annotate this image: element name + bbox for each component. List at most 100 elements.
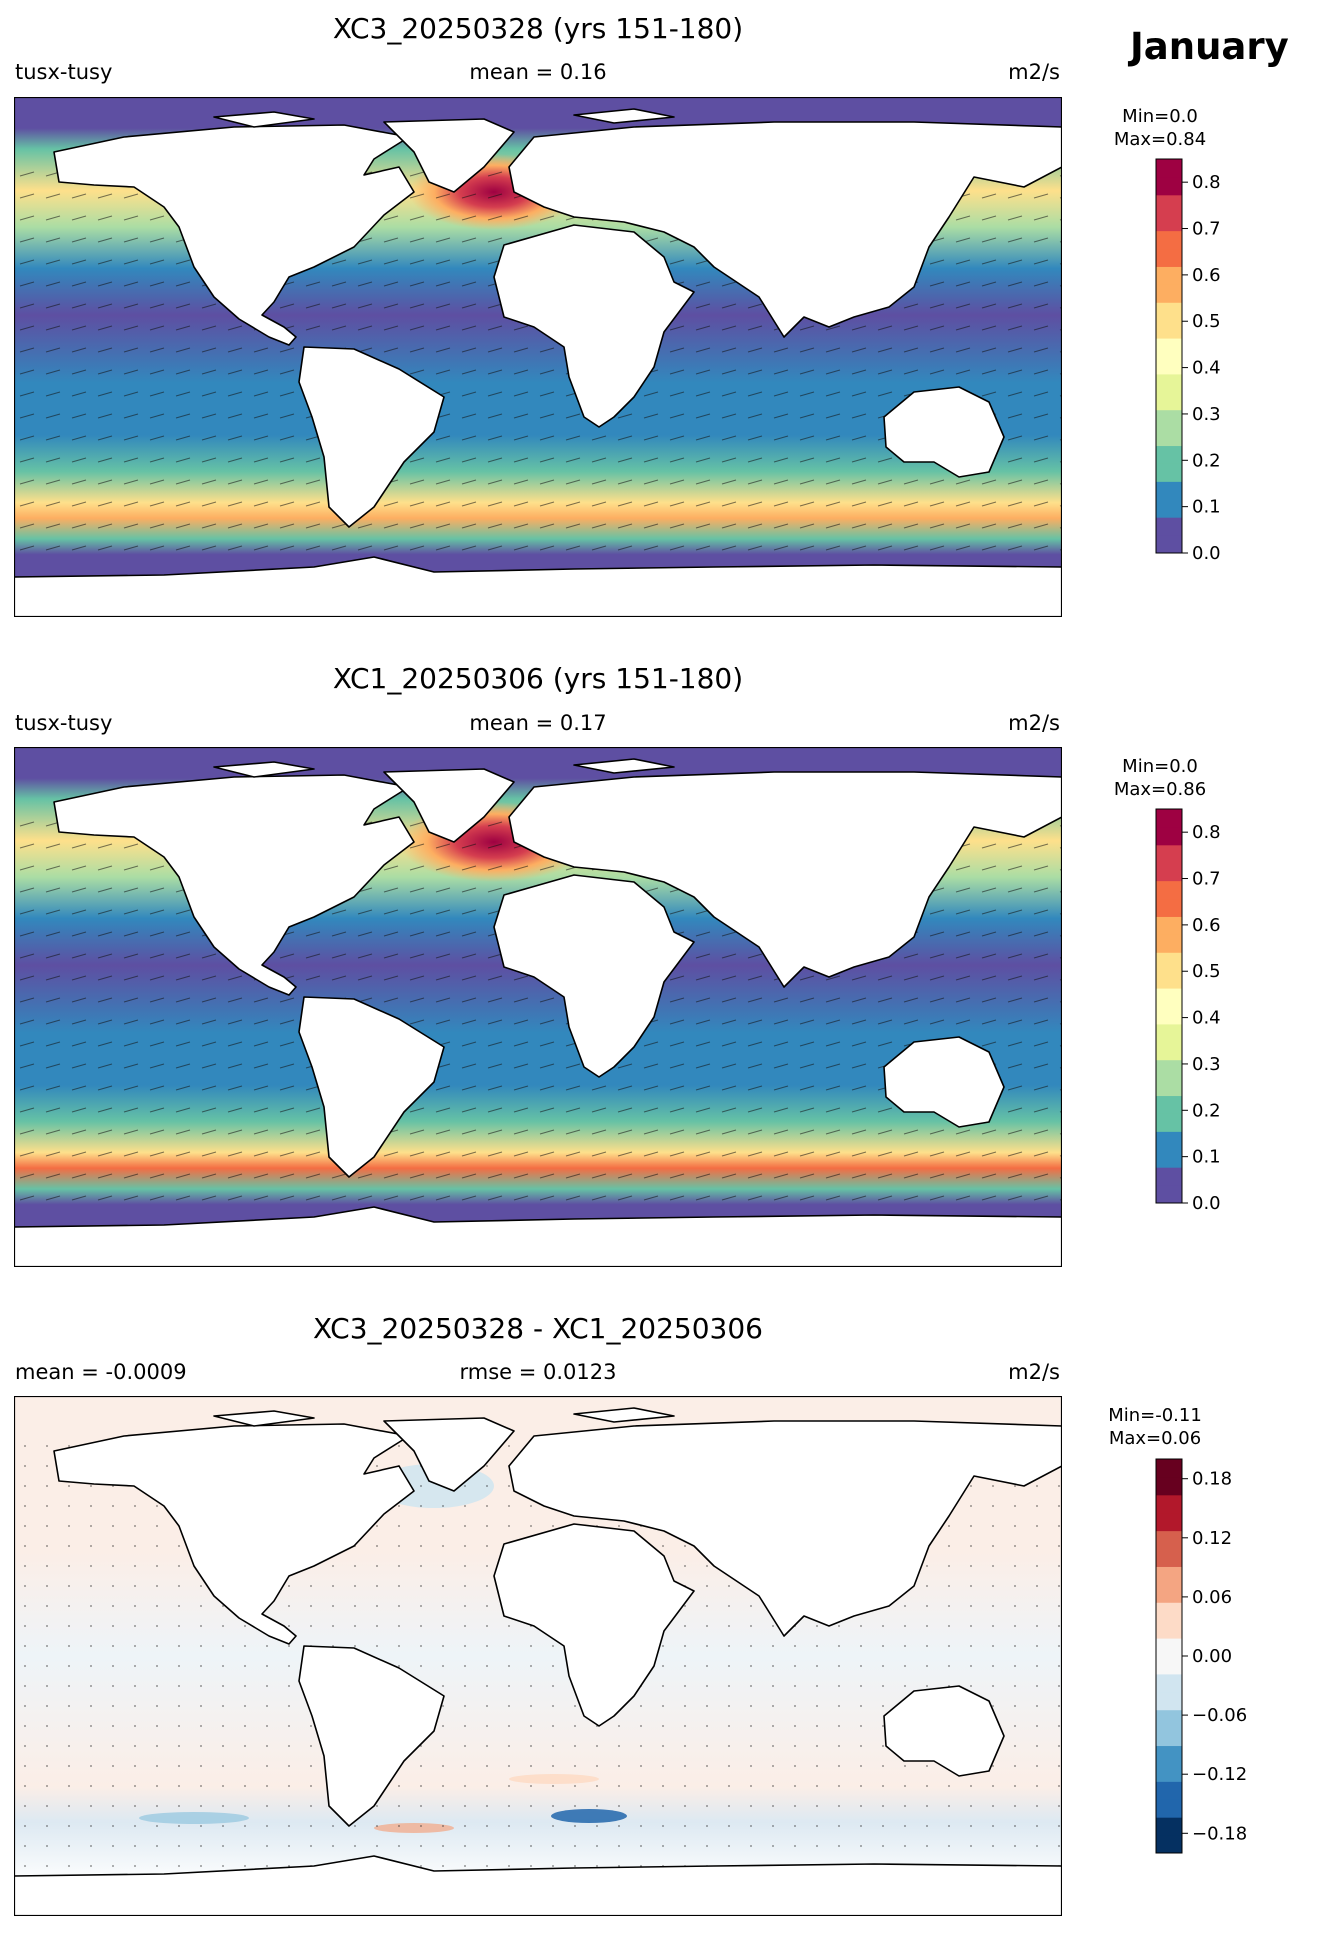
colorbar-level (1156, 535, 1182, 554)
rmse-label: rmse = 0.0123 (459, 1360, 617, 1384)
colorbar-tick-label: 0.5 (1192, 961, 1221, 982)
colorbar-level (1156, 1149, 1182, 1168)
colorbar-level (1156, 1476, 1182, 1496)
colorbar-tick-label: 0.6 (1192, 915, 1221, 936)
colorbar-level (1156, 1620, 1182, 1639)
colorbar-level (1156, 320, 1182, 339)
colorbar-level (1156, 517, 1182, 536)
north-america (53, 1423, 415, 1645)
colorbar-tick-label: 0.6 (1192, 265, 1221, 286)
colorbar-tick-label: −0.18 (1192, 1823, 1247, 1844)
australia (883, 1685, 1005, 1777)
africa (493, 224, 695, 428)
colorbar-level (1156, 1781, 1182, 1800)
colorbar-tick-label: 0.4 (1192, 358, 1221, 379)
mean-label: mean = 0.17 (469, 711, 607, 735)
colorbar-tick-label: 0.00 (1192, 1646, 1232, 1667)
mean-label: mean = -0.0009 (15, 1360, 187, 1384)
colorbar-level (1156, 1512, 1182, 1532)
colorbar-level (1156, 1584, 1182, 1603)
colorbar-level (1156, 1113, 1182, 1132)
colorbar-tick-label: −0.12 (1192, 1764, 1247, 1785)
colorbar-level (1156, 1095, 1182, 1114)
colorbar-level (1156, 159, 1182, 178)
continents (14, 758, 1062, 1267)
australia (883, 386, 1005, 478)
south-america (298, 996, 445, 1178)
colorbar-level (1156, 1745, 1182, 1764)
colorbar-level (1156, 1691, 1182, 1711)
min-label: Min=0.0 (1122, 106, 1198, 127)
max-label: Max=0.06 (1108, 1428, 1202, 1449)
max-label: Max=0.86 (1113, 779, 1207, 800)
units-label: m2/s (1008, 1360, 1060, 1384)
colorbar-level (1156, 1006, 1182, 1025)
colorbar-tick-label: 0.1 (1192, 1147, 1221, 1168)
colorbar-panel-3: −0.18 −0.12 −0.06 0.00 0.06 0.12 0.18 (1155, 1458, 1247, 1854)
variable-label: tusx-tusy (15, 711, 113, 735)
min-label: Min=-0.11 (1108, 1405, 1202, 1426)
map-panel-1 (14, 97, 1062, 617)
colorbar-level (1156, 826, 1182, 846)
colorbar-tick-label: 0.3 (1192, 1054, 1221, 1075)
colorbar-level (1156, 1638, 1182, 1657)
colorbar-level (1156, 1799, 1182, 1818)
eurasia (508, 1420, 1062, 1637)
colorbar-tick-label: 0.06 (1192, 1587, 1232, 1608)
continents (14, 1407, 1062, 1916)
colorbar-tick-label: 0.5 (1192, 311, 1221, 332)
colorbar-tick-label: 0.7 (1192, 869, 1221, 890)
colorbar-level (1156, 1602, 1182, 1621)
north-america (53, 774, 415, 996)
antarctica (14, 1206, 1062, 1267)
colorbar-level (1156, 194, 1182, 214)
colorbar-level (1156, 1709, 1182, 1729)
colorbar-level (1156, 373, 1182, 393)
colorbar-tick-label: 0.0 (1192, 1193, 1221, 1214)
south-america (298, 346, 445, 528)
south-america (298, 1645, 445, 1827)
colorbar-level (1156, 409, 1182, 429)
variable-label: tusx-tusy (15, 60, 113, 84)
colorbar-tick-label: −0.06 (1192, 1705, 1247, 1726)
colorbar-level (1156, 1727, 1182, 1747)
colorbar-tick-label: 0.8 (1192, 822, 1221, 843)
colorbar-level (1156, 844, 1182, 864)
colorbar-tick-label: 0.1 (1192, 497, 1221, 518)
colorbar-tick-label: 0.12 (1192, 1528, 1232, 1549)
colorbar-level (1156, 1548, 1182, 1567)
colorbar-level (1156, 248, 1182, 267)
colorbar-level (1156, 1494, 1182, 1514)
colorbar-level (1156, 1656, 1182, 1675)
colorbar-level (1156, 1566, 1182, 1585)
colorbar-level (1156, 988, 1182, 1007)
colorbar-level (1156, 391, 1182, 411)
units-label: m2/s (1008, 60, 1060, 84)
colorbar-tick-label: 0.18 (1192, 1469, 1232, 1490)
colorbar-level (1156, 499, 1182, 518)
panel-title: XC3_20250328 - XC1_20250306 (313, 1312, 763, 1345)
colorbar-level (1156, 284, 1182, 303)
max-label: Max=0.84 (1113, 129, 1207, 150)
colorbar-level (1156, 1041, 1182, 1061)
panel-title: XC1_20250306 (yrs 151-180) (332, 662, 744, 695)
map-panel-3 (14, 1396, 1062, 1916)
continents (14, 108, 1062, 617)
colorbar-tick-label: 0.2 (1192, 450, 1221, 471)
colorbar-level (1156, 934, 1182, 953)
units-label: m2/s (1008, 711, 1060, 735)
colorbar-tick-label: 0.3 (1192, 404, 1221, 425)
colorbar-level (1156, 445, 1182, 464)
colorbar-level (1156, 212, 1182, 232)
colorbar-level (1156, 266, 1182, 285)
eurasia (508, 771, 1062, 988)
antarctica (14, 1855, 1062, 1916)
colorbar-level (1156, 1185, 1182, 1204)
colorbar-level (1156, 1673, 1182, 1693)
africa (493, 1523, 695, 1727)
australia (883, 1036, 1005, 1128)
colorbar-level (1156, 176, 1182, 196)
colorbar-tick-label: 0.4 (1192, 1008, 1221, 1029)
colorbar-level (1156, 970, 1182, 989)
colorbar-level (1156, 230, 1182, 250)
